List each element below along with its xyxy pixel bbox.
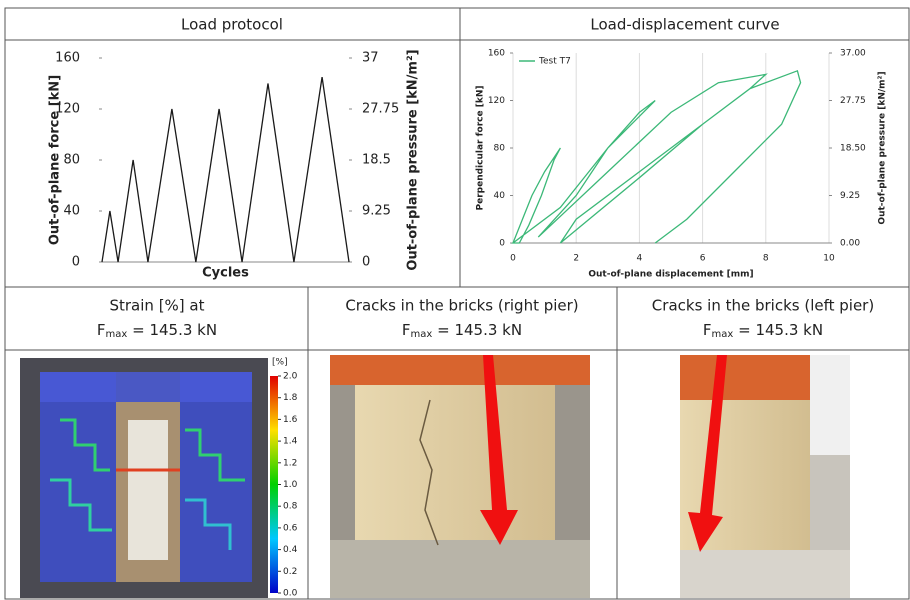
colorbar-label: 0.8 (283, 502, 298, 512)
x-tick-label: 6 (700, 254, 706, 264)
y2-tick-label: 18.5 (362, 153, 391, 168)
x-axis-label: Out-of-plane displacement [mm] (588, 270, 753, 280)
header: Load-displacement curve (590, 16, 779, 34)
colorbar-label: 0.0 (283, 589, 298, 599)
x-tick-label: 10 (823, 254, 835, 264)
y-axis-label: Out-of-plane force [kN] (48, 75, 63, 245)
x-tick-label: 2 (573, 254, 579, 264)
x-tick-label: 4 (637, 254, 643, 264)
y-tick-label: 120 (488, 96, 505, 106)
y-tick-label: 40 (494, 191, 506, 201)
colorbar-label: 2.0 (283, 372, 298, 382)
y-tick-label: 80 (494, 144, 506, 154)
y-axis-label: Perpendicular force [kN] (476, 86, 486, 211)
y2-tick-label: 9.25 (362, 204, 391, 219)
colorbar-label: 0.6 (283, 523, 298, 533)
y2-tick-label: 27.75 (840, 96, 866, 106)
sub: max (712, 329, 734, 340)
series-line (513, 71, 801, 243)
legend-label: Test T7 (538, 57, 571, 67)
header-left: Cracks in the bricks (left pier) Fmax = … (652, 297, 874, 341)
header: Load protocol (181, 16, 283, 34)
colorbar-title: [%] (272, 358, 288, 368)
colorbar-label: 1.2 (283, 458, 297, 468)
header: Fmax = 145.3 kN (97, 321, 217, 341)
colorbar-label: 1.8 (283, 393, 298, 403)
series-line (102, 77, 349, 262)
rest: = 145.3 kN (733, 321, 823, 339)
y2-tick-label: 27.75 (362, 102, 399, 117)
y2-tick-label: 37.00 (840, 49, 866, 59)
header: Strain [%] at (109, 297, 204, 315)
f: F (402, 321, 411, 339)
header: Fmax = 145.3 kN (703, 321, 823, 341)
y2-tick-label: 0.00 (840, 239, 860, 249)
y2-tick-label: 9.25 (840, 191, 860, 201)
y2-axis-label: Out-of-plane pressure [kN/m²] (406, 49, 421, 270)
f: F (97, 321, 106, 339)
header: Cracks in the bricks (right pier) (345, 297, 578, 315)
header: Fmax = 145.3 kN (402, 321, 522, 341)
colorbar-label: 0.4 (283, 545, 298, 555)
right-pier-photo (330, 355, 590, 598)
sub: max (411, 329, 433, 340)
y2-axis-label: Out-of-plane pressure [kN/m²] (878, 71, 888, 224)
colorbar-label: 1.0 (283, 480, 298, 490)
colorbar-label: 1.4 (283, 437, 298, 447)
figure: Load protocol Load-displacement curve St… (0, 0, 910, 600)
header: Cracks in the bricks (left pier) (652, 297, 874, 315)
header-right: Cracks in the bricks (right pier) Fmax =… (345, 297, 578, 341)
y-tick-label: 0 (499, 239, 505, 249)
y2-tick-label: 37 (362, 51, 379, 66)
colorbar-label: 0.2 (283, 567, 297, 577)
y-tick-label: 40 (63, 204, 80, 219)
rest: = 145.3 kN (432, 321, 522, 339)
x-tick-label: 0 (510, 254, 516, 264)
f: F (703, 321, 712, 339)
y-tick-label: 80 (63, 153, 80, 168)
y2-tick-label: 18.50 (840, 144, 866, 154)
y-tick-label: 160 (488, 49, 505, 59)
strain-image (20, 358, 278, 598)
header-strain: Strain [%] at Fmax = 145.3 kN (97, 297, 217, 341)
rest: = 145.3 kN (127, 321, 217, 339)
y-tick-label: 0 (72, 255, 80, 270)
y2-tick-label: 0 (362, 255, 370, 270)
x-axis-label: Cycles (202, 266, 249, 281)
colorbar-label: 1.6 (283, 415, 298, 425)
sub: max (106, 329, 128, 340)
left-pier-photo (680, 355, 850, 598)
x-tick-label: 8 (763, 254, 769, 264)
y-tick-label: 160 (55, 51, 80, 66)
